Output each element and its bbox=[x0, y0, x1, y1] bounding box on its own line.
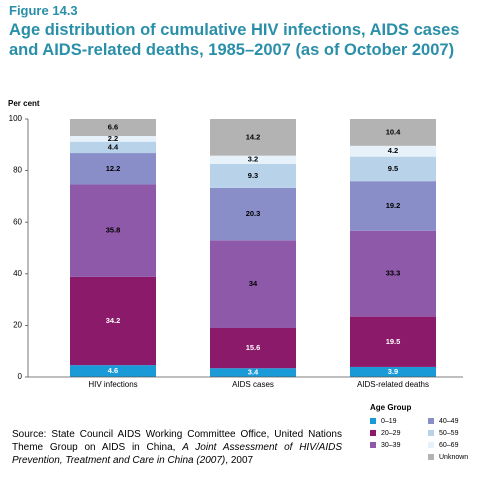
y-axis-label: Per cent bbox=[8, 99, 40, 108]
x-tick-label: HIV infections bbox=[88, 380, 137, 389]
data-label: 33.3 bbox=[386, 269, 401, 278]
data-label: 14.2 bbox=[246, 132, 261, 141]
x-tick-label: AIDS cases bbox=[232, 380, 274, 389]
source-title: A Joint Assessment of HIV/AIDS Preventio… bbox=[12, 442, 342, 466]
bar-segment bbox=[70, 276, 156, 366]
data-label: 3.9 bbox=[388, 367, 398, 376]
bar-segment bbox=[210, 327, 296, 369]
bar-segment bbox=[70, 365, 156, 377]
y-tick-label: 80 bbox=[13, 166, 22, 175]
chart-title: Age distribution of cumulative HIV infec… bbox=[9, 21, 460, 59]
y-tick-label: 100 bbox=[9, 114, 23, 123]
y-tick-label: 40 bbox=[13, 269, 22, 278]
legend-swatch bbox=[370, 442, 376, 448]
bar-segment bbox=[210, 187, 296, 241]
data-label: 9.5 bbox=[388, 164, 398, 173]
legend-swatch bbox=[370, 418, 376, 424]
legend-label: 40–49 bbox=[439, 418, 459, 425]
data-label: 10.4 bbox=[386, 127, 401, 136]
data-label: 35.8 bbox=[106, 226, 121, 235]
bar-segment bbox=[210, 368, 296, 377]
legend-swatch bbox=[428, 442, 434, 448]
legend-swatch bbox=[428, 454, 434, 460]
bar-segment bbox=[350, 181, 436, 231]
legend-label: Unknown bbox=[439, 454, 468, 461]
bar-segment bbox=[350, 156, 436, 182]
source-text: , 2007 bbox=[225, 455, 254, 466]
x-tick-label: AIDS-related deaths bbox=[357, 380, 429, 389]
legend-swatch bbox=[370, 430, 376, 436]
bar-segment bbox=[70, 184, 156, 277]
bar-segment bbox=[350, 316, 436, 367]
legend-label: 20–29 bbox=[381, 430, 401, 437]
data-label: 34 bbox=[249, 279, 258, 288]
bar-segment bbox=[70, 119, 156, 137]
bar-segment bbox=[70, 141, 156, 154]
bar-segment bbox=[210, 119, 296, 156]
legend-swatch bbox=[428, 430, 434, 436]
data-label: 6.6 bbox=[108, 122, 118, 131]
data-label: 3.4 bbox=[248, 368, 259, 377]
bar-segment bbox=[70, 153, 156, 185]
data-label: 9.3 bbox=[248, 171, 258, 180]
figure-label: Figure 14.3 bbox=[9, 3, 78, 18]
data-label: 3.2 bbox=[248, 155, 258, 164]
data-label: 4.2 bbox=[388, 146, 398, 155]
legend-label: 50–59 bbox=[439, 430, 459, 437]
bar-segment bbox=[210, 163, 296, 188]
data-label: 19.5 bbox=[386, 337, 401, 346]
source-text: Source: State Council AIDS Working Commi… bbox=[12, 429, 342, 453]
source-note: Source: State Council AIDS Working Commi… bbox=[12, 428, 342, 467]
y-tick-label: 0 bbox=[18, 372, 23, 381]
data-label: 4.6 bbox=[108, 366, 118, 375]
legend-label: 30–39 bbox=[381, 442, 401, 449]
bar-segment bbox=[210, 155, 296, 164]
bar-segment bbox=[350, 230, 436, 317]
legend-swatch bbox=[428, 418, 434, 424]
legend-title: Age Group bbox=[370, 403, 411, 412]
bar-segment bbox=[350, 145, 436, 157]
y-tick-label: 20 bbox=[13, 321, 22, 330]
bar-segment bbox=[350, 366, 436, 377]
data-label: 2.2 bbox=[108, 134, 118, 143]
data-label: 20.3 bbox=[246, 209, 261, 218]
y-tick-label: 60 bbox=[13, 217, 22, 226]
data-label: 34.2 bbox=[106, 316, 121, 325]
bar-segment bbox=[70, 136, 156, 142]
legend-label: 0–19 bbox=[381, 418, 397, 425]
data-label: 15.6 bbox=[246, 343, 261, 352]
bar-segment bbox=[210, 240, 296, 328]
legend-label: 60–69 bbox=[439, 442, 459, 449]
data-label: 4.4 bbox=[108, 142, 119, 151]
data-label: 19.2 bbox=[386, 201, 401, 210]
data-label: 12.2 bbox=[106, 164, 121, 173]
bar-segment bbox=[350, 119, 436, 146]
